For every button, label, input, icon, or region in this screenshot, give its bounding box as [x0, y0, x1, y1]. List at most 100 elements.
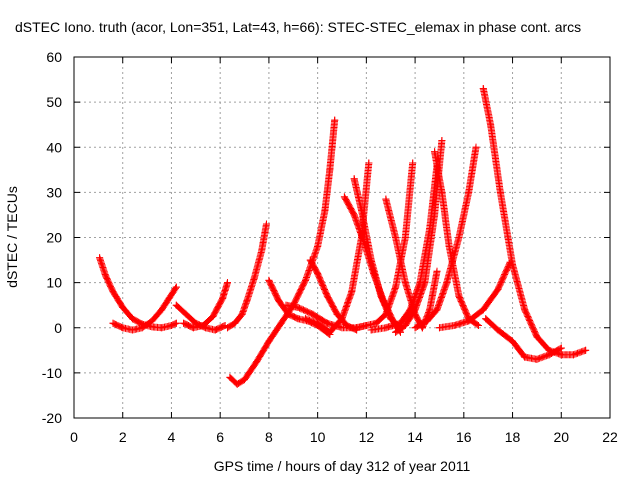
data-point: [231, 319, 239, 327]
data-point: [435, 324, 443, 332]
data-point: [494, 285, 502, 293]
data-point: [445, 243, 453, 251]
data-arc: [479, 85, 590, 359]
data-point: [253, 358, 261, 366]
data-point: [165, 294, 173, 302]
data-arc: [180, 279, 231, 332]
data-point: [119, 303, 127, 311]
data-point: [258, 247, 266, 255]
x-tick-label: 2: [119, 429, 127, 445]
data-point: [338, 315, 346, 323]
data-point: [250, 274, 258, 282]
data-point: [343, 321, 351, 329]
y-axis-label: dSTEC / TECUs: [4, 186, 20, 288]
data-point: [409, 159, 417, 167]
data-point: [340, 193, 348, 201]
data-point: [521, 306, 529, 314]
data-point: [277, 319, 285, 327]
x-tick-label: 0: [70, 429, 78, 445]
data-point: [314, 270, 322, 278]
data-point: [465, 188, 473, 196]
data-point: [426, 306, 434, 314]
data-point: [172, 301, 180, 309]
data-point: [109, 288, 117, 296]
data-point: [350, 175, 358, 183]
x-tick-label: 12: [359, 429, 375, 445]
data-point: [243, 297, 251, 305]
data-point: [474, 321, 482, 329]
data-point: [433, 267, 441, 275]
data-point: [326, 328, 334, 336]
data-point: [189, 324, 197, 332]
data-point: [569, 351, 577, 359]
data-point: [455, 292, 463, 300]
data-point: [294, 303, 302, 311]
data-point: [301, 276, 309, 284]
x-tick-label: 8: [265, 429, 273, 445]
y-tick-label: 40: [46, 139, 62, 155]
data-point: [533, 355, 541, 363]
data-point: [158, 306, 166, 314]
data-point: [509, 337, 517, 345]
data-point: [582, 346, 590, 354]
data-point: [482, 315, 490, 323]
data-point: [392, 283, 400, 291]
data-point: [331, 116, 339, 124]
data-point: [241, 376, 249, 384]
data-point: [226, 373, 234, 381]
x-tick-label: 18: [505, 429, 521, 445]
data-point: [306, 256, 314, 264]
data-point: [180, 319, 188, 327]
data-point: [172, 319, 180, 327]
data-point: [119, 324, 127, 332]
data-point: [545, 351, 553, 359]
data-point: [382, 195, 390, 203]
data-point: [521, 353, 529, 361]
x-tick-label: 20: [553, 429, 569, 445]
x-tick-label: 6: [216, 429, 224, 445]
data-point: [282, 301, 290, 309]
data-point: [392, 234, 400, 241]
axis-ticks: 0 2 4 6 8 10 12 14 16 18 20 22 -20 -10 0 10 20 30 40 50 60: [42, 49, 618, 445]
data-point: [418, 324, 426, 332]
data-point: [338, 324, 346, 332]
y-tick-label: 60: [46, 49, 62, 65]
arc-markers: [482, 315, 565, 363]
data-point: [158, 324, 166, 332]
y-tick-label: 20: [46, 230, 62, 246]
data-point: [182, 310, 190, 318]
data-point: [401, 321, 409, 329]
data-point: [223, 324, 231, 332]
data-point: [465, 317, 473, 325]
data-arc: [109, 283, 180, 334]
data-point: [211, 326, 219, 334]
data-point: [333, 310, 341, 318]
x-tick-label: 16: [456, 429, 472, 445]
data-arc: [223, 220, 270, 332]
y-tick-label: 50: [46, 94, 62, 110]
data-point: [265, 276, 273, 284]
data-point: [323, 319, 331, 327]
data-point: [362, 321, 370, 329]
data-arc: [226, 116, 339, 388]
data-point: [443, 279, 451, 287]
data-point: [421, 279, 429, 287]
data-point: [96, 254, 104, 262]
data-point: [387, 315, 395, 323]
data-point: [199, 321, 207, 329]
data-point: [382, 324, 390, 332]
data-point: [233, 380, 241, 388]
data-point: [348, 288, 356, 296]
data-point: [496, 188, 504, 196]
data-point: [455, 234, 463, 241]
data-point: [487, 121, 495, 129]
data-point: [309, 310, 317, 318]
x-axis-label: GPS time / hours of day 312 of year 2011: [214, 458, 471, 474]
data-point: [172, 283, 180, 291]
data-point: [314, 243, 322, 251]
data-point: [365, 159, 373, 167]
y-tick-label: 10: [46, 275, 62, 291]
data-point: [401, 234, 409, 241]
grid: [74, 57, 610, 418]
x-tick-label: 10: [310, 429, 326, 445]
